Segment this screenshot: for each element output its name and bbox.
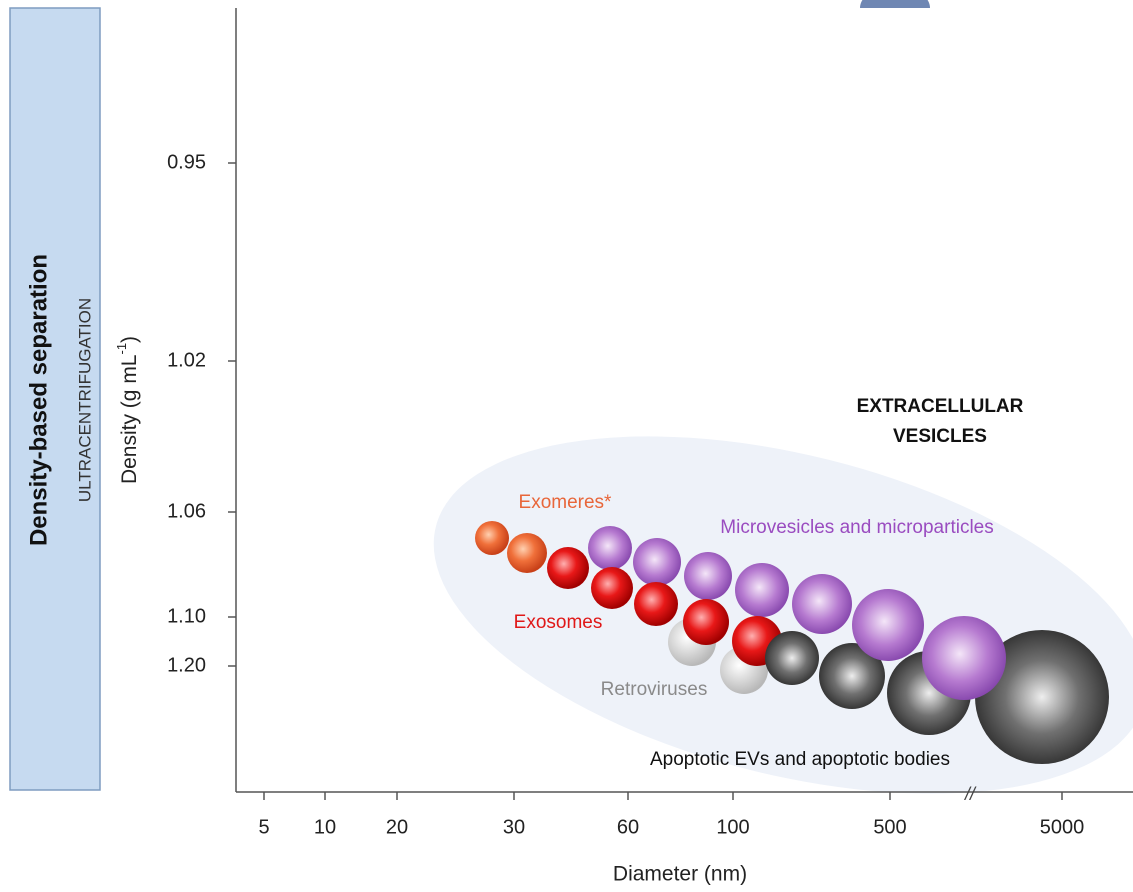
- microvesicle: [852, 589, 924, 661]
- microvesicle: [792, 574, 852, 634]
- x-axis-title: Diameter (nm): [613, 863, 747, 886]
- microvesicle: [922, 616, 1006, 700]
- x-tick-label: 10: [314, 816, 336, 838]
- exomere: [507, 533, 547, 573]
- y-tick-label: 1.06: [167, 500, 206, 522]
- microvesicle: [633, 538, 681, 586]
- microvesicles-label: Microvesicles and microparticles: [720, 517, 993, 538]
- group-label: EXTRACELLULAR: [857, 396, 1024, 417]
- exosome: [547, 547, 589, 589]
- group-label: VESICLES: [893, 426, 987, 447]
- microvesicle: [684, 552, 732, 600]
- side-subtitle: ULTRACENTRIFUGATION: [75, 298, 94, 502]
- y-label-main: Density (g mL: [118, 355, 141, 485]
- y-axis-title: Density (g mL-1): [114, 336, 141, 484]
- apoptotic-label: Apoptotic EVs and apoptotic bodies: [650, 749, 950, 770]
- y-label-sup: -1: [114, 343, 129, 355]
- axis-break: //: [963, 784, 977, 804]
- x-tick-label: 5: [258, 816, 269, 838]
- figure: Density-based separation ULTRACENTRIFUGA…: [0, 0, 1133, 892]
- x-tick-label: 100: [716, 816, 749, 838]
- exosomes-label: Exosomes: [514, 612, 603, 633]
- exosome: [634, 582, 678, 626]
- y-tick-label: 1.20: [167, 654, 206, 676]
- side-title: Density-based separation: [25, 254, 52, 546]
- exomeres-label: Exomeres*: [519, 492, 613, 513]
- exomere: [475, 521, 509, 555]
- microvesicle: [588, 526, 632, 570]
- apoptotic-body: [765, 631, 819, 685]
- x-tick-label: 5000: [1040, 816, 1085, 838]
- y-tick-label: 1.02: [167, 349, 206, 371]
- top-shape: [860, 0, 930, 8]
- y-tick-label: 0.95: [167, 151, 206, 173]
- x-tick-label: 60: [617, 816, 639, 838]
- exosome: [683, 599, 729, 645]
- microvesicle: [735, 563, 789, 617]
- exosome: [591, 567, 633, 609]
- retroviruses-label: Retroviruses: [601, 679, 708, 700]
- x-tick-label: 20: [386, 816, 408, 838]
- x-tick-label: 500: [873, 816, 906, 838]
- y-tick-label: 1.10: [167, 605, 206, 627]
- y-label-suffix: ): [118, 336, 141, 343]
- x-tick-label: 30: [503, 816, 525, 838]
